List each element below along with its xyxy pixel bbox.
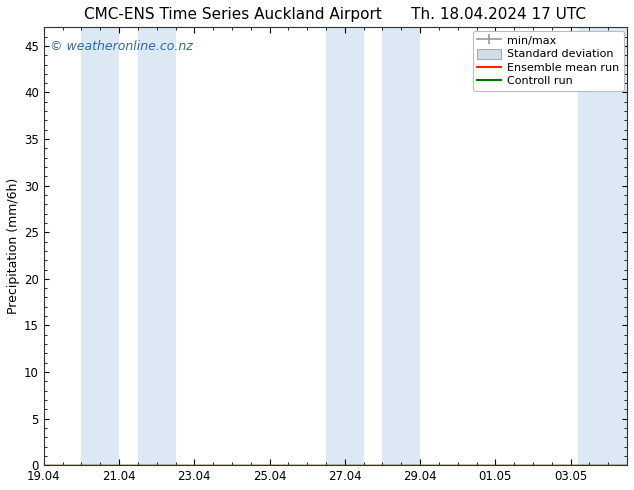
Bar: [82, 27, 119, 465]
Bar: [138, 27, 176, 465]
Bar: [382, 27, 420, 465]
Bar: [326, 27, 364, 465]
Legend: min/max, Standard deviation, Ensemble mean run, Controll run: min/max, Standard deviation, Ensemble me…: [472, 30, 624, 91]
Title: CMC-ENS Time Series Auckland Airport      Th. 18.04.2024 17 UTC: CMC-ENS Time Series Auckland Airport Th.…: [84, 7, 586, 22]
Text: © weatheronline.co.nz: © weatheronline.co.nz: [49, 40, 193, 53]
Bar: [578, 27, 627, 465]
Y-axis label: Precipitation (mm/6h): Precipitation (mm/6h): [7, 178, 20, 315]
